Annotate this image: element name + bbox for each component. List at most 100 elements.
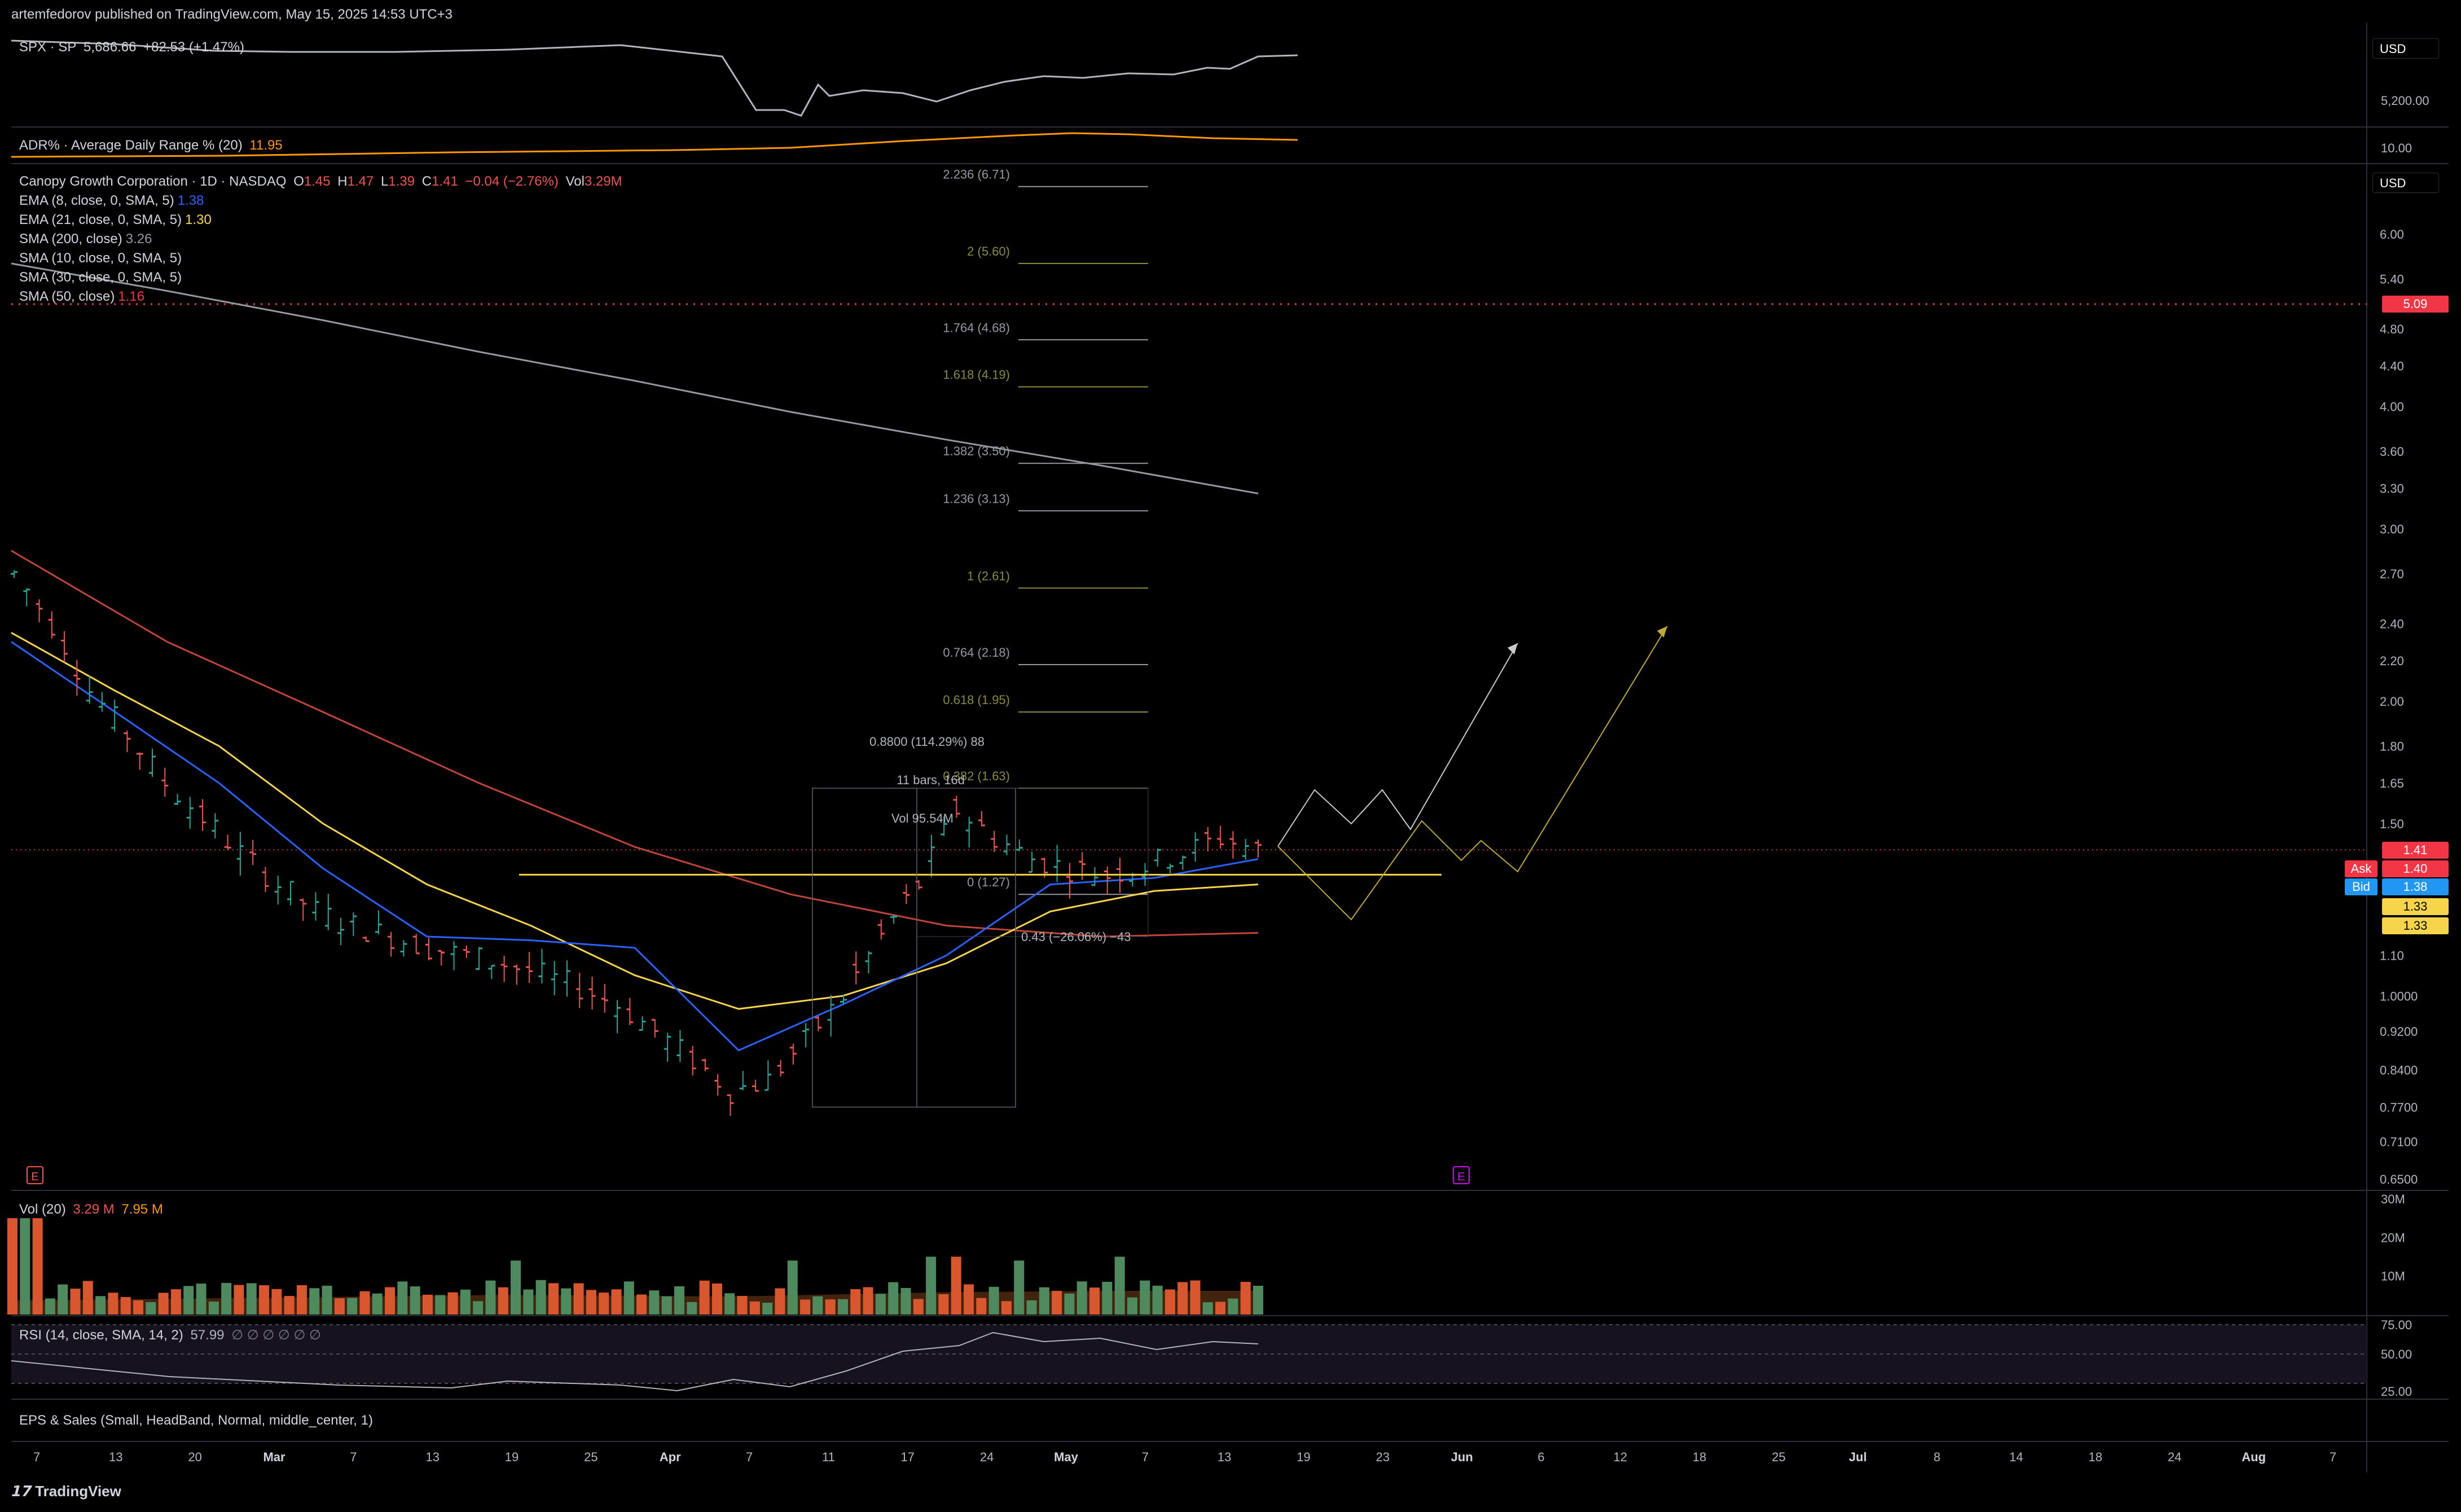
projection-arrow-1 [1508, 643, 1518, 654]
volume-bar-10 [133, 1300, 144, 1315]
volume-bar-83 [1052, 1290, 1062, 1315]
spx-line [11, 39, 1298, 117]
price-axis-tick-10: 2.20 [2380, 654, 2404, 668]
price-axis-tick-4: 4.00 [2380, 400, 2404, 414]
volume-bar-95 [1202, 1302, 1213, 1315]
volume-bar-33 [423, 1294, 433, 1315]
ohlc-l-label: L [380, 174, 389, 189]
volume-bar-45 [573, 1283, 584, 1315]
main-currency-button[interactable]: USD [2372, 173, 2439, 193]
price-axis-tick-12: 1.80 [2380, 739, 2404, 753]
volume-bar-71 [900, 1287, 911, 1315]
fib-level-label-5: 1.236 (3.13) [943, 491, 1010, 506]
volume-bar-78 [988, 1286, 999, 1315]
volume-bar-90 [1140, 1280, 1150, 1315]
volume-bar-64 [812, 1296, 823, 1315]
time-axis-tick-10: 11 [822, 1450, 835, 1464]
time-axis-tick-13: May [1054, 1450, 1079, 1464]
volume-bar-0 [7, 1218, 17, 1315]
volume-bar-97 [1228, 1298, 1238, 1315]
volume-label: Vol (20) [19, 1202, 66, 1217]
ohlc-c-label: C [421, 174, 432, 189]
spx-currency-button[interactable]: USD [2372, 38, 2439, 59]
volume-value-1: 3.29 M [73, 1202, 115, 1217]
volume-bar-66 [838, 1299, 848, 1315]
volume-bar-51 [649, 1290, 660, 1315]
main-legend: Canopy Growth Corporation · 1D · NASDAQ … [19, 174, 626, 190]
time-axis-tick-0: 7 [33, 1450, 40, 1464]
volume-bar-20 [259, 1285, 270, 1315]
fib-level-label-10: 0 (1.27) [967, 875, 1010, 889]
time-axis-tick-26: 18 [2089, 1450, 2102, 1464]
volume-bar-67 [850, 1289, 861, 1315]
volume-bar-26 [334, 1298, 345, 1315]
volume-bar-23 [296, 1285, 307, 1315]
volume-bar-29 [372, 1293, 383, 1315]
volume-bar-81 [1026, 1300, 1037, 1315]
volume-bar-55 [699, 1280, 710, 1315]
volume-bar-88 [1114, 1256, 1125, 1315]
fib-level-label-9: 0.382 (1.63) [943, 769, 1010, 783]
projection-arrow-2 [1657, 626, 1667, 638]
earnings-marker-1-label: E [31, 1171, 38, 1183]
volume-bar-16 [208, 1301, 219, 1315]
volume-bar-72 [913, 1299, 924, 1315]
price-axis-tick-1: 5.40 [2380, 272, 2404, 286]
price-axis-tick-8: 2.70 [2380, 567, 2404, 581]
volume-bar-65 [825, 1299, 836, 1315]
spx-axis-tick: 5,200.00 [2381, 94, 2429, 108]
time-axis-tick-9: 7 [746, 1450, 753, 1464]
price-axis-tick-18: 0.8400 [2380, 1063, 2418, 1078]
fib-level-label-8: 0.618 (1.95) [943, 693, 1010, 707]
adr-value: 11.95 [249, 138, 283, 153]
time-axis-tick-18: Jun [1451, 1450, 1473, 1464]
price-axis-tick-11: 2.00 [2380, 695, 2404, 709]
time-axis-tick-22: 25 [1772, 1450, 1785, 1464]
time-axis-tick-27: 24 [2168, 1450, 2181, 1464]
time-axis-tick-7: 25 [584, 1450, 597, 1464]
volume-bar-42 [535, 1280, 546, 1315]
volume-bar-86 [1089, 1287, 1100, 1315]
volume-bar-77 [976, 1298, 987, 1315]
time-axis-tick-24: 8 [1933, 1450, 1940, 1464]
volume-bar-82 [1039, 1287, 1049, 1315]
indicator-label-4: SMA (30, close, 0, SMA, 5) [19, 270, 182, 285]
time-axis-tick-21: 18 [1693, 1450, 1706, 1464]
volume-bar-9 [120, 1296, 131, 1315]
price-tag-3: 1.38 [2382, 878, 2449, 895]
price-axis-tick-3: 4.40 [2380, 359, 2404, 373]
volume-bar-89 [1127, 1297, 1137, 1315]
volume-legend: Vol (20) 3.29 M 7.95 M [19, 1202, 166, 1217]
indicator-value-5: 1.16 [118, 289, 145, 304]
volume-bar-87 [1102, 1281, 1113, 1315]
spx-legend: SPX · SP 5,686.66 +82.53 (+1.47%) [19, 39, 248, 55]
fib-level-label-1: 2 (5.60) [967, 244, 1010, 258]
price-axis-tick-19: 0.7700 [2380, 1100, 2418, 1114]
tradingview-logo[interactable]: 𝟭𝟳 TradingView [10, 1483, 121, 1500]
indicator-label-3: SMA (10, close, 0, SMA, 5) [19, 250, 182, 266]
price-axis-tick-13: 1.65 [2380, 776, 2404, 790]
time-axis-tick-3: Mar [263, 1450, 285, 1464]
time-axis-tick-5: 13 [425, 1450, 439, 1464]
adr-label: ADR% · Average Daily Range % (20) [19, 138, 243, 153]
price-axis-tick-6: 3.30 [2380, 482, 2404, 496]
volume-bar-61 [775, 1288, 785, 1315]
time-axis-tick-12: 24 [980, 1450, 994, 1464]
time-axis-tick-29: 7 [2330, 1450, 2336, 1464]
volume-bar-8 [108, 1293, 118, 1315]
volume-bar-1 [20, 1218, 30, 1315]
fib-level-label-7: 0.764 (2.18) [943, 645, 1010, 660]
price-tag-4: 1.33 [2382, 898, 2449, 915]
fib-level-label-2: 1.764 (4.68) [943, 320, 1010, 335]
volume-bar-57 [724, 1293, 735, 1315]
price-axis-tick-7: 3.00 [2380, 522, 2404, 536]
volume-bar-27 [347, 1298, 358, 1315]
volume-bar-6 [82, 1281, 93, 1315]
volume-bar-34 [435, 1295, 446, 1315]
price-axis-tick-14: 1.50 [2380, 817, 2404, 831]
spx-value: 5,686.66 [84, 39, 137, 55]
volume-bar-30 [385, 1287, 395, 1315]
symbol-title: Canopy Growth Corporation · 1D · NASDAQ [19, 174, 287, 189]
rsi-axis-tick-1: 50.00 [2381, 1347, 2412, 1361]
